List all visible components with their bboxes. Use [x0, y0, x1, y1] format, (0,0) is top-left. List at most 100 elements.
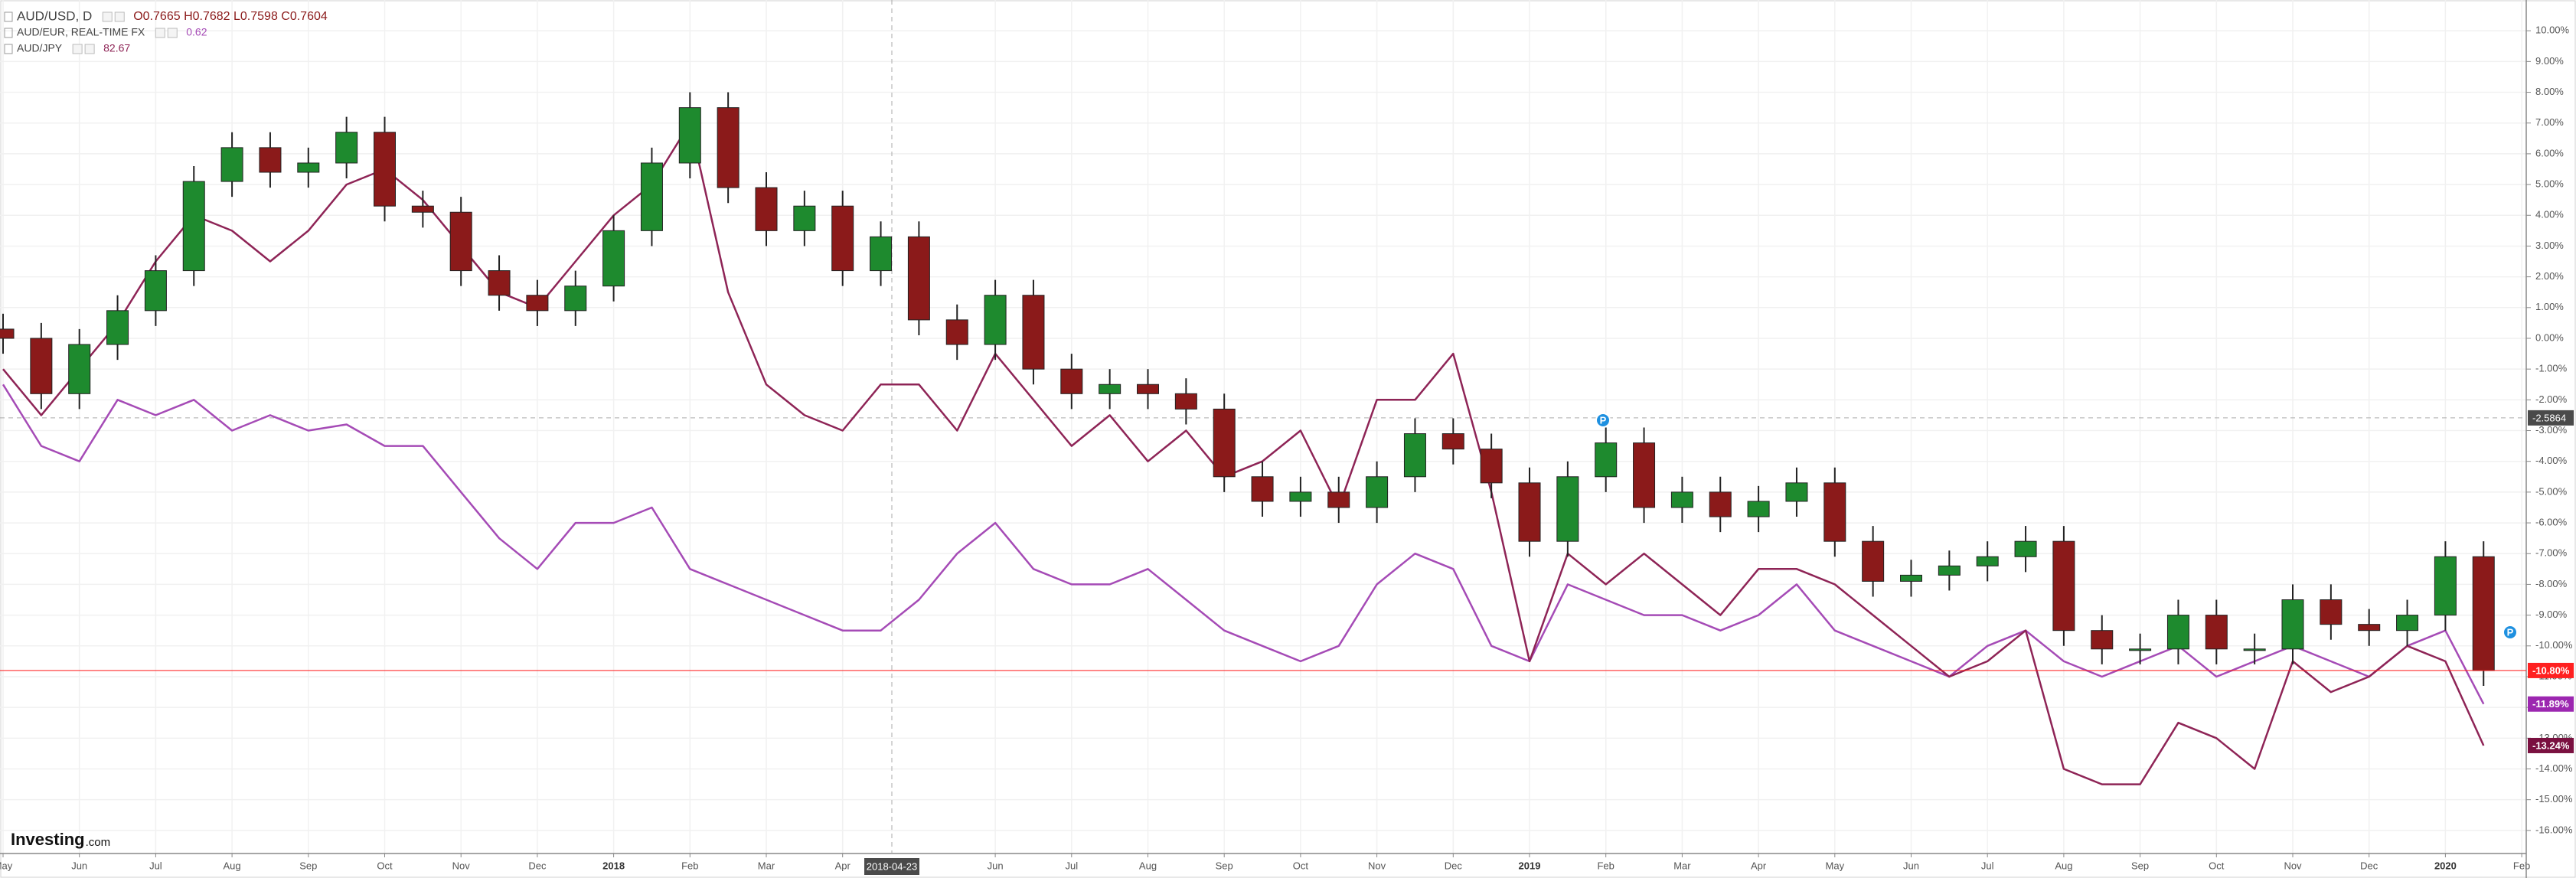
candle-body — [2243, 648, 2266, 651]
legend-button — [102, 11, 113, 22]
x-tick-label: Mar — [1673, 860, 1691, 871]
x-tick-label: Feb — [1597, 860, 1614, 871]
candle-body — [488, 270, 511, 296]
y-tick-label: -2.00% — [2535, 393, 2568, 405]
x-tick-label: Dec — [2360, 860, 2378, 871]
candle-body — [1900, 574, 1922, 582]
candle-body — [182, 181, 205, 272]
y-tick-label: -3.00% — [2535, 424, 2568, 436]
x-tick-label: Sep — [2131, 860, 2149, 871]
y-tick-label: -1.00% — [2535, 363, 2568, 374]
legend-value: 0.62 — [186, 26, 207, 38]
candle-body — [2396, 615, 2419, 632]
x-tick-label: Jul — [149, 860, 162, 871]
candle-body — [1518, 482, 1541, 542]
candle-body — [1823, 482, 1846, 542]
candle-body — [870, 236, 893, 272]
event-marker — [1595, 413, 1611, 428]
y-tick-label: -6.00% — [2535, 517, 2568, 528]
x-tick-label: Jun — [71, 860, 87, 871]
candle-body — [831, 205, 854, 272]
event-marker-icon: P — [2507, 626, 2514, 638]
y-tick-label: -5.00% — [2535, 485, 2568, 497]
candle-body — [1862, 540, 1885, 582]
legend-handle — [4, 11, 13, 22]
x-tick-label: Oct — [1293, 860, 1309, 871]
candle-body — [678, 107, 701, 164]
x-tick-label: 2020 — [2434, 860, 2457, 871]
candle-body — [2472, 556, 2495, 671]
x-tick-label: Oct — [2209, 860, 2225, 871]
legend-button — [167, 28, 178, 38]
candle-body — [220, 147, 243, 182]
price-tag-label: -13.24% — [2532, 739, 2570, 751]
candle-body — [1976, 556, 1999, 566]
y-tick-label: -4.00% — [2535, 455, 2568, 466]
candle-body — [68, 344, 91, 394]
y-tick-label: -7.00% — [2535, 547, 2568, 559]
candle-body — [564, 286, 587, 312]
y-tick-label: -15.00% — [2535, 793, 2573, 805]
legend-handle — [4, 44, 13, 54]
x-tick-label: Dec — [528, 860, 547, 871]
crosshair-y-tag — [2528, 410, 2574, 426]
series-line — [2, 122, 2485, 785]
candle-body — [1022, 295, 1045, 370]
x-tick-label: Mar — [758, 860, 775, 871]
x-tick-label: Aug — [2055, 860, 2072, 871]
candle-body — [945, 319, 968, 345]
x-tick-label: 2018 — [602, 860, 625, 871]
candle-body — [640, 162, 663, 231]
legend-value: 82.67 — [103, 42, 130, 54]
candle-body — [1709, 491, 1732, 517]
x-tick-label: Sep — [299, 860, 317, 871]
y-tick-label: -10.00% — [2535, 639, 2573, 651]
x-tick-label: 2019 — [1519, 860, 1541, 871]
price-tag-label: -11.89% — [2532, 698, 2569, 710]
y-tick-label: 1.00% — [2535, 301, 2564, 312]
legend-button — [84, 44, 95, 54]
y-tick-label: 7.00% — [2535, 116, 2564, 128]
candle-body — [1099, 384, 1121, 394]
candle-body — [2320, 599, 2343, 625]
candle-body — [1137, 384, 1159, 394]
legend-name: AUD/JPY — [17, 42, 63, 54]
event-marker — [2503, 625, 2518, 640]
event-marker-icon: P — [1600, 414, 1607, 426]
candle-body — [1441, 433, 1464, 450]
x-tick-label: Aug — [224, 860, 241, 871]
candle-body — [335, 132, 358, 164]
candle-body — [1785, 482, 1808, 502]
crosshair-x-tag — [864, 858, 919, 875]
candle-body — [984, 295, 1007, 345]
price-tag — [2528, 696, 2574, 712]
x-tick-label: Jul — [1981, 860, 1994, 871]
x-tick-label: Feb — [2513, 860, 2530, 871]
candle-body — [144, 270, 167, 312]
legend-name: AUD/EUR, REAL-TIME FX — [17, 26, 145, 38]
x-tick-label: Nov — [1368, 860, 1386, 871]
crosshair-y-label: -2.5864 — [2532, 412, 2566, 423]
candle-body — [106, 310, 129, 345]
candle-body — [1938, 565, 1961, 576]
y-tick-label: 4.00% — [2535, 209, 2564, 220]
candle-body — [1251, 476, 1274, 502]
y-tick-label: 10.00% — [2535, 24, 2570, 36]
brand-suffix: .com — [86, 836, 111, 849]
candle-body — [2052, 540, 2075, 632]
candle-body — [1213, 408, 1236, 478]
y-tick-label: 6.00% — [2535, 147, 2564, 158]
legend-button — [114, 11, 125, 22]
grid — [0, 0, 2526, 854]
x-tick-label: Dec — [1445, 860, 1463, 871]
x-tick-label: May — [0, 860, 13, 871]
candle-body — [1060, 368, 1083, 394]
candle-body — [2166, 615, 2189, 650]
candle-body — [411, 205, 434, 213]
candle-body — [1327, 491, 1350, 508]
x-tick-label: Feb — [681, 860, 698, 871]
